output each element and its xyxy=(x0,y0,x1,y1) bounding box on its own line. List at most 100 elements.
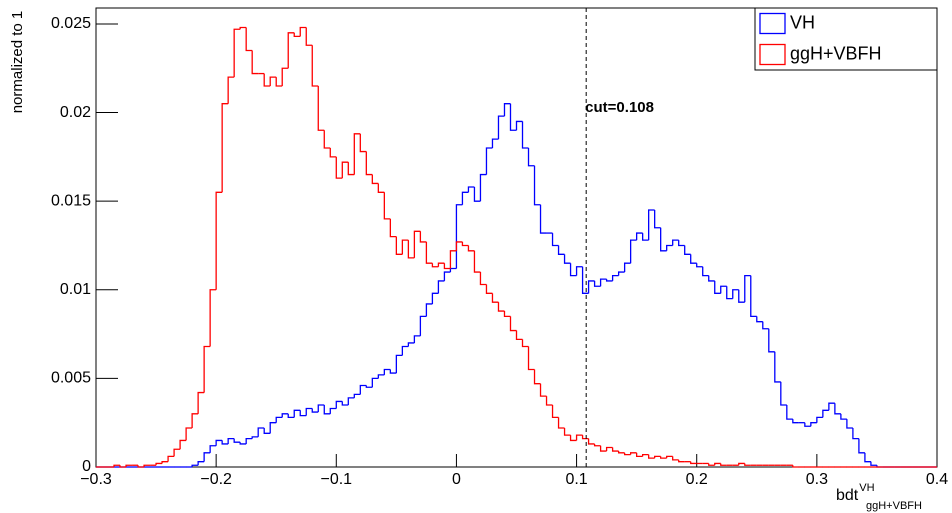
histogram-bin xyxy=(545,396,553,406)
histogram-bin xyxy=(401,345,409,356)
y-tick-label: 0.015 xyxy=(51,192,91,209)
histogram-bin xyxy=(305,407,313,416)
histogram-bin xyxy=(774,351,781,383)
histogram-bin xyxy=(521,121,529,149)
y-tick-label: 0 xyxy=(82,458,91,475)
histogram-bin xyxy=(317,85,325,131)
histogram-bin xyxy=(431,263,439,268)
histogram-bin xyxy=(221,440,229,445)
histogram-bin xyxy=(623,262,631,273)
histogram-bin xyxy=(425,303,433,317)
histogram-bin xyxy=(491,138,499,149)
histogram-bin xyxy=(179,439,187,450)
histogram-bin xyxy=(455,204,463,269)
histogram-bin xyxy=(125,464,133,467)
histogram-bin xyxy=(497,115,505,140)
histogram-bin xyxy=(191,413,199,429)
histogram-bin xyxy=(557,245,565,255)
histogram-bin xyxy=(251,436,259,439)
histogram-bin xyxy=(461,241,469,247)
histogram-bin xyxy=(365,385,373,388)
histogram-bin xyxy=(605,446,613,452)
histogram-series xyxy=(96,26,937,468)
histogram-bin xyxy=(810,422,817,427)
histogram-bin xyxy=(485,284,493,294)
histogram-bin xyxy=(311,408,319,413)
histogram-bin xyxy=(395,236,403,255)
histogram-bin xyxy=(744,463,751,466)
histogram-bin xyxy=(239,26,247,30)
histogram-bin xyxy=(269,422,277,434)
histogram-bin xyxy=(407,240,415,259)
histogram-bin xyxy=(251,50,259,75)
histogram-bin xyxy=(834,403,841,415)
histogram-bin xyxy=(575,434,583,441)
histogram-bin xyxy=(233,28,241,78)
legend-label: ggH+VBFH xyxy=(790,43,882,63)
histogram-bin xyxy=(756,316,763,323)
histogram-bin xyxy=(635,232,643,241)
x-tick-label: −0.1 xyxy=(320,471,352,488)
histogram-bin xyxy=(311,45,319,87)
histogram-bin xyxy=(690,254,697,264)
histogram-bin xyxy=(587,438,595,445)
histogram-bin xyxy=(672,456,679,461)
histogram-bin xyxy=(768,328,775,353)
histogram-bin xyxy=(503,103,511,117)
histogram-bin xyxy=(473,250,481,273)
x-tick-label: 0.2 xyxy=(686,471,708,488)
histogram-bin xyxy=(642,233,649,241)
histogram-bin xyxy=(371,377,379,388)
histogram-bin xyxy=(816,416,823,423)
histogram-bin xyxy=(702,266,709,277)
histogram-bin xyxy=(870,461,877,466)
histogram-bin xyxy=(479,173,487,202)
histogram-bin xyxy=(672,239,679,246)
histogram-bin xyxy=(792,465,799,468)
histogram-bin xyxy=(720,463,727,466)
histogram-bin xyxy=(587,280,595,294)
histogram-bin xyxy=(750,275,757,318)
histogram-bin xyxy=(497,302,505,312)
histogram-bin xyxy=(185,427,193,441)
histogram-bin xyxy=(113,464,121,467)
x-tick-label: −0.2 xyxy=(200,471,232,488)
histogram-bin xyxy=(828,402,835,411)
histogram-bin xyxy=(509,316,517,332)
histogram-bin xyxy=(617,451,625,454)
histogram-bin xyxy=(605,279,613,282)
histogram-bin xyxy=(738,462,745,466)
histogram-bin xyxy=(527,346,535,371)
histogram-bin xyxy=(329,407,337,414)
histogram-bin xyxy=(221,103,229,193)
histogram-bin xyxy=(726,286,733,300)
histogram-bin xyxy=(359,384,367,395)
histogram-bin xyxy=(666,455,673,459)
histogram-bin xyxy=(383,368,391,375)
histogram-bin xyxy=(197,461,205,466)
histogram-bin xyxy=(515,330,523,341)
y-tick-label: 0.02 xyxy=(60,104,91,121)
histogram-bin xyxy=(305,27,313,46)
legend-swatch xyxy=(759,12,786,35)
legend-label: VH xyxy=(790,12,815,32)
histogram-bin xyxy=(209,445,217,453)
histogram-bin xyxy=(245,27,253,52)
x-tick-label: 0.4 xyxy=(926,471,948,488)
histogram-bin xyxy=(593,443,601,447)
histogram-bin xyxy=(581,266,589,294)
histogram-bin xyxy=(714,462,721,466)
histogram-bin xyxy=(744,274,751,303)
histogram-bin xyxy=(491,293,499,303)
histogram-bin xyxy=(119,465,127,468)
histogram-bin xyxy=(593,280,601,287)
histogram-bin xyxy=(479,272,487,286)
x-tick-label: −0.3 xyxy=(80,471,112,488)
histogram-bin xyxy=(329,148,337,158)
histogram-bin xyxy=(335,156,343,179)
histogram-bin xyxy=(762,321,769,330)
histogram-bin xyxy=(209,289,217,347)
histogram-bin xyxy=(467,186,475,193)
histogram-bin xyxy=(173,448,181,457)
